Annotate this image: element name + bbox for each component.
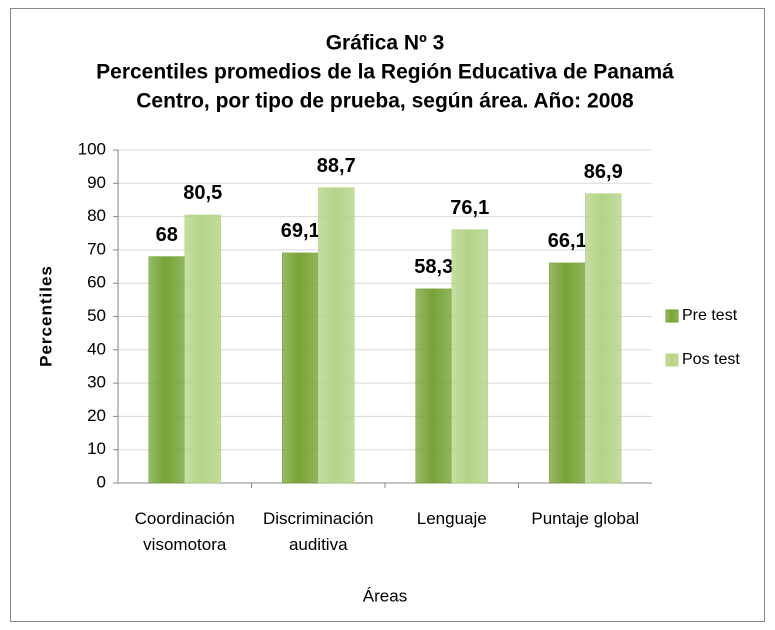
chart-title: Percentiles promedios de la Región Educa… [96, 61, 674, 84]
chart-title: Centro, por tipo de prueba, según área. … [136, 90, 634, 113]
y-tick-label: 30 [87, 373, 106, 392]
data-label: 68 [156, 224, 178, 246]
bar [549, 262, 586, 484]
data-label: 80,5 [183, 182, 222, 204]
legend-label: Pos test [682, 351, 740, 368]
bar [451, 229, 488, 484]
data-label: 66,1 [548, 230, 587, 252]
data-label: 88,7 [317, 155, 356, 177]
chart-title: Gráfica Nº 3 [326, 32, 445, 55]
y-tick-label: 10 [87, 439, 106, 458]
bar [184, 214, 221, 484]
legend-label: Pre test [682, 307, 738, 324]
y-tick-label: 70 [87, 239, 106, 258]
y-tick-label: 60 [87, 273, 106, 292]
data-label: 58,3 [414, 256, 453, 278]
data-label: 76,1 [450, 197, 489, 219]
x-tick-label: Puntaje global [531, 509, 639, 528]
bar [415, 288, 452, 484]
y-tick-label: 80 [87, 206, 106, 225]
bar [585, 193, 622, 484]
bar [148, 256, 185, 484]
legend-swatch [665, 309, 679, 323]
data-label: 86,9 [584, 161, 623, 183]
x-axis-label: Áreas [363, 586, 407, 605]
y-tick-label: 40 [87, 339, 106, 358]
bar [282, 252, 319, 484]
y-tick-label: 100 [78, 139, 106, 158]
y-tick-label: 0 [97, 472, 106, 491]
bar [318, 187, 355, 484]
x-tick-label: Coordinación visomotora [135, 509, 235, 554]
x-tick-label: Lenguaje [417, 509, 487, 528]
y-axis-label: Percentiles [36, 265, 55, 367]
y-tick-label: 90 [87, 173, 106, 192]
legend-swatch [665, 353, 679, 367]
data-label: 69,1 [281, 220, 320, 242]
y-tick-label: 50 [87, 306, 106, 325]
chart-frame [10, 8, 765, 622]
y-tick-label: 20 [87, 406, 106, 425]
x-tick-label: Discriminación auditiva [263, 509, 374, 554]
